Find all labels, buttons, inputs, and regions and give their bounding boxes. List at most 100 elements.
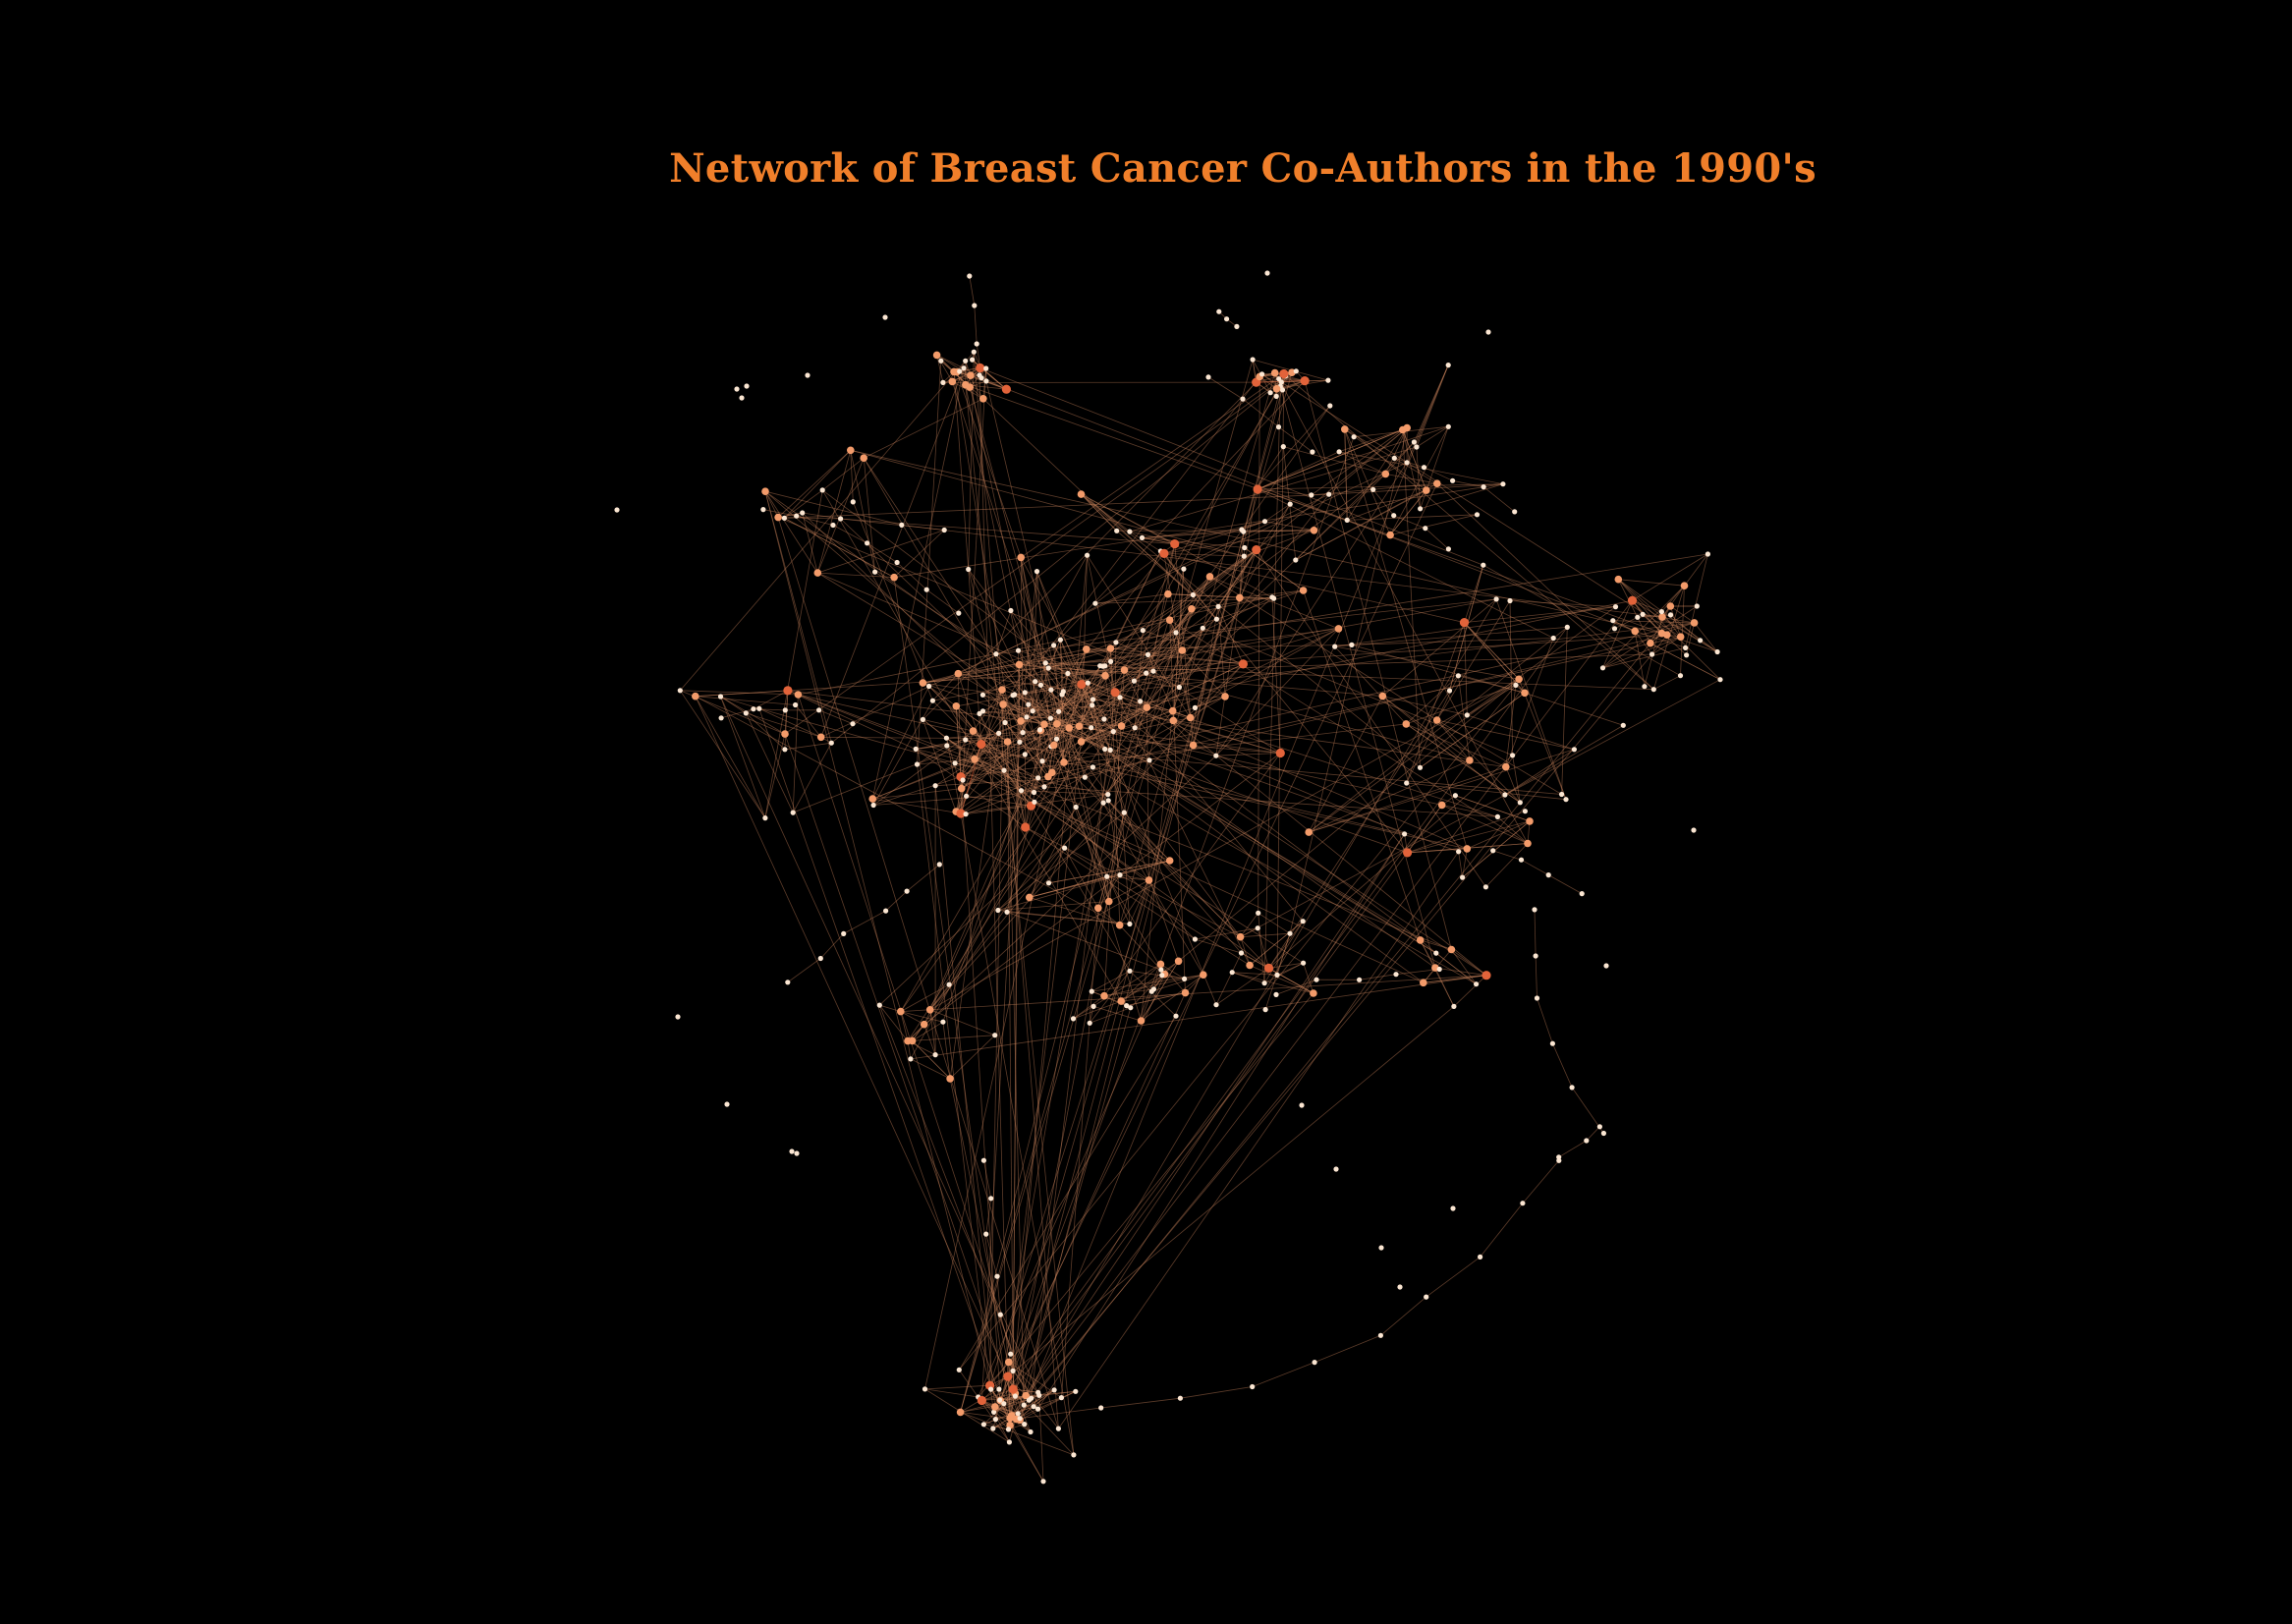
network-edge [1043, 599, 1633, 725]
author-node [1667, 612, 1674, 618]
network-edge [978, 713, 1022, 791]
network-edge [1134, 596, 1273, 729]
author-node [828, 740, 834, 746]
author-node [1077, 680, 1087, 690]
network-edge [866, 542, 898, 563]
author-node [1490, 848, 1496, 854]
network-edge [942, 374, 971, 383]
network-edge [802, 512, 841, 520]
author-node [979, 692, 986, 698]
network-edge [929, 1009, 936, 1055]
author-node [1177, 1395, 1183, 1401]
author-node [1173, 1013, 1179, 1019]
network-edge [1037, 636, 1681, 779]
network-edge [1172, 628, 1203, 711]
network-edge [1169, 620, 1191, 718]
network-edge [934, 785, 996, 1408]
author-node [1057, 637, 1063, 643]
network-edge [1314, 1334, 1381, 1363]
author-node [785, 980, 791, 985]
network-edge [1058, 851, 1459, 1429]
network-edge [1416, 446, 1421, 509]
author-node [1158, 967, 1164, 973]
network-edge [1007, 741, 1014, 1390]
network-edge [1612, 620, 1636, 632]
network-edge [1492, 850, 1522, 861]
author-node [1635, 614, 1641, 620]
network-edge [1033, 672, 1146, 712]
network-edge [1106, 876, 1110, 902]
network-edge [764, 489, 823, 818]
network-edge [910, 381, 1282, 1060]
network-edge [1666, 634, 1718, 652]
network-edge [1217, 549, 1258, 607]
author-node [897, 1007, 905, 1016]
network-edge [985, 380, 1636, 632]
author-node [717, 694, 724, 700]
author-node [1299, 1102, 1305, 1108]
network-edge [1056, 739, 1142, 1022]
network-edge [1019, 664, 1091, 729]
author-node [1143, 703, 1151, 711]
network-edge [1169, 620, 1186, 993]
network-edge [1047, 723, 1058, 777]
author-node [1333, 1166, 1339, 1172]
author-node [1050, 741, 1058, 750]
network-edge [1389, 489, 1427, 535]
network-edge [1217, 606, 1226, 697]
network-edge [1169, 619, 1529, 844]
network-edge [793, 670, 1154, 813]
author-node [1684, 652, 1690, 658]
network-edge [1351, 638, 1554, 645]
network-edge [1464, 565, 1484, 623]
network-edge [1007, 1376, 1011, 1419]
author-node [1006, 1439, 1012, 1445]
network-edge [1153, 975, 1163, 990]
author-node [1003, 1372, 1013, 1381]
author-node [805, 372, 811, 378]
network-edge [922, 628, 1339, 684]
network-edge [1328, 427, 1408, 495]
network-edge [1102, 543, 1176, 804]
network-edge [1004, 722, 1053, 773]
network-edge [900, 1011, 943, 1023]
author-node [1564, 624, 1570, 631]
author-node [1571, 747, 1577, 753]
network-edge [1635, 631, 1686, 648]
author-node [1127, 529, 1133, 534]
network-edge [1050, 717, 1437, 954]
author-node [1310, 527, 1318, 534]
network-edge [1081, 710, 1173, 743]
network-edge [958, 685, 1517, 1371]
network-edge [942, 1022, 951, 1079]
network-edge [1081, 493, 1117, 532]
network-edge [873, 792, 1034, 806]
network-edge [1661, 585, 1685, 618]
network-edge [981, 1400, 1019, 1415]
network-edge [1256, 379, 1328, 383]
author-node [1478, 1254, 1483, 1260]
network-edge [1102, 549, 1258, 667]
author-node [964, 793, 970, 799]
network-edge [1263, 386, 1281, 983]
network-edge [1007, 741, 1025, 1406]
author-node [956, 1367, 962, 1372]
network-edge [679, 361, 967, 692]
network-edge [922, 719, 974, 732]
network-edge [816, 450, 852, 574]
author-node [1650, 687, 1656, 693]
network-edge [1172, 569, 1185, 721]
network-edge [1019, 364, 1449, 1421]
author-node [1140, 628, 1146, 634]
network-edge [960, 359, 1254, 1413]
author-node [922, 1386, 928, 1392]
network-edge [874, 571, 1487, 977]
network-edge [1009, 555, 1088, 1419]
network-edge [1061, 1390, 1076, 1398]
author-node [1391, 513, 1397, 519]
network-edge [900, 975, 1487, 1012]
author-node [1240, 396, 1246, 402]
author-node [816, 733, 825, 742]
author-node [1229, 970, 1235, 976]
network-edge [1126, 992, 1186, 1006]
